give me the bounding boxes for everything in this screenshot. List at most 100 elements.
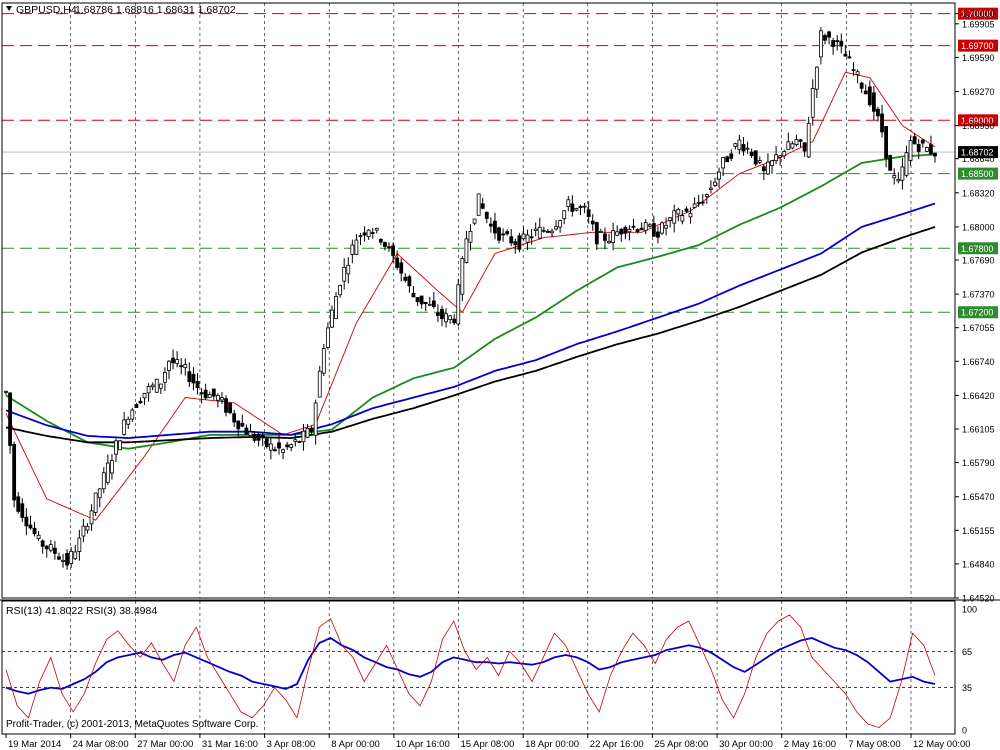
y-tick-label: 1.68950: [962, 121, 995, 131]
candle: [305, 424, 310, 439]
rsi-y-tick-label: 35: [962, 683, 972, 693]
candle: [916, 138, 921, 160]
y-tick-label: 1.66740: [962, 357, 995, 367]
candle: [733, 142, 738, 150]
candle: [607, 233, 611, 245]
candle: [195, 373, 200, 395]
candle: [802, 142, 807, 157]
candle: [187, 362, 192, 387]
resistance-price-label: 1.69700: [961, 41, 994, 51]
candle: [550, 228, 554, 238]
candle: [541, 226, 546, 233]
bull-candle-body: [525, 234, 530, 243]
resistance-price-tag: [958, 114, 998, 127]
bear-candle-body: [623, 227, 628, 234]
bear-candle-body: [546, 230, 550, 233]
bull-candle-body: [126, 418, 131, 425]
candle: [737, 134, 742, 155]
bull-candle-body: [521, 233, 526, 240]
candle: [562, 210, 567, 225]
candle: [529, 229, 534, 245]
candle: [570, 195, 575, 217]
bull-candle-body: [598, 230, 603, 233]
candle: [688, 207, 693, 224]
bull-candle-body: [533, 228, 538, 232]
bull-candle-body: [892, 175, 897, 179]
y-tick-label: 1.68320: [962, 188, 995, 198]
bull-candle-body: [554, 226, 558, 230]
x-tick-label: 24 Mar 08:00: [73, 739, 129, 750]
candle: [215, 393, 220, 408]
support-price-label: 1.67200: [961, 308, 994, 318]
candle: [362, 226, 367, 242]
candle: [52, 540, 57, 560]
dropdown-triangle-icon[interactable]: [6, 6, 12, 11]
bull-candle-body: [460, 258, 465, 295]
candle: [354, 234, 359, 256]
bear-candle-body: [831, 40, 836, 47]
y-tick-label: 1.69270: [962, 87, 995, 97]
candle: [590, 214, 595, 231]
candle: [97, 488, 102, 508]
candle: [847, 50, 852, 59]
candle: [273, 446, 277, 452]
y-tick-label: 1.66420: [962, 391, 995, 401]
bull-candle-body: [819, 30, 823, 58]
bear-candle-body: [191, 373, 196, 384]
candle: [615, 225, 620, 237]
bull-candle-body: [110, 460, 114, 474]
bull-candle-body: [81, 525, 86, 537]
candle: [774, 145, 778, 165]
bull-candle-body: [130, 409, 135, 420]
bull-candle-body: [745, 147, 750, 150]
candle: [448, 315, 453, 324]
bull-candle-body: [118, 440, 122, 451]
bear-candle-body: [501, 233, 505, 236]
candle: [484, 211, 489, 224]
candle: [594, 221, 599, 251]
candle: [130, 407, 135, 422]
bull-candle-body: [810, 88, 815, 118]
bull-candle-body: [476, 193, 481, 216]
bull-candle-body: [908, 140, 913, 161]
candle: [517, 232, 522, 253]
bear-candle-body: [403, 276, 408, 281]
rsi-line-rsi3: [5, 614, 936, 729]
candle: [651, 215, 656, 237]
bull-candle-body: [757, 160, 762, 163]
candle: [81, 519, 86, 543]
price-panel-frame: [1, 2, 956, 599]
bear-candle-body: [452, 318, 457, 324]
bear-candle-body: [236, 420, 241, 430]
candle: [89, 504, 94, 531]
bull-candle-body: [183, 364, 188, 369]
bull-candle-body: [680, 215, 685, 222]
candle: [778, 154, 783, 166]
candle: [546, 229, 550, 234]
candle: [668, 216, 673, 228]
bear-candle-body: [240, 423, 245, 427]
candle: [647, 222, 652, 228]
candle: [28, 515, 33, 530]
bull-candle-body: [786, 141, 791, 150]
candle: [509, 229, 514, 247]
bear-candle-body: [639, 227, 644, 231]
bear-candle-body: [749, 151, 754, 156]
candle: [920, 139, 925, 148]
bear-candle-body: [509, 236, 514, 244]
rsi-indicator: [2, 614, 955, 729]
candle: [427, 296, 432, 306]
candle: [16, 492, 21, 514]
y-tick-label: 1.69905: [962, 19, 995, 29]
candle: [660, 221, 664, 235]
bull-candle-body: [766, 161, 770, 175]
moving-average-ma_blue: [5, 202, 936, 440]
bull-candle-body: [305, 428, 310, 438]
candle: [566, 195, 571, 212]
candle: [110, 453, 114, 480]
bear-candle-body: [753, 150, 758, 165]
bear-candle-body: [513, 241, 518, 246]
candle: [126, 416, 131, 429]
x-tick-label: 22 Apr 16:00: [590, 739, 644, 750]
candle: [342, 258, 347, 290]
